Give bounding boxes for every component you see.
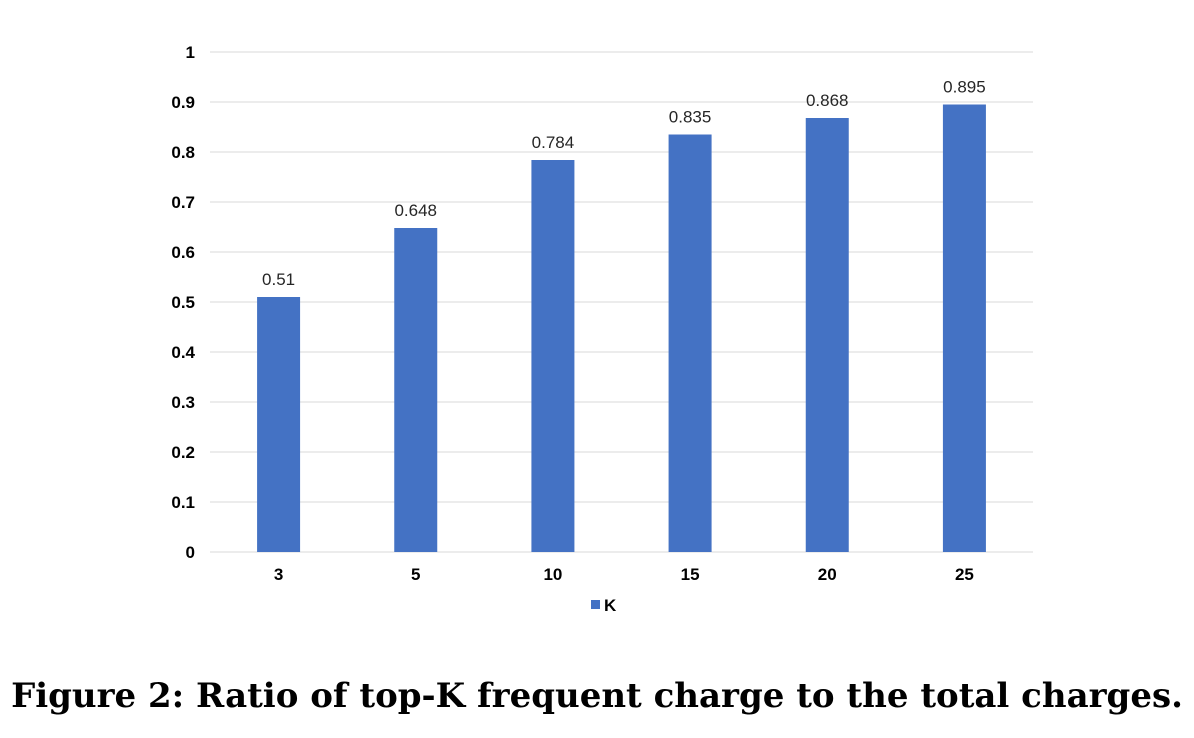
y-tick-label: 0.3 [171, 393, 195, 412]
x-axis-ticks: 3 5 10 15 20 25 [274, 565, 974, 584]
data-label: 0.835 [669, 108, 712, 127]
gridlines [210, 51, 1033, 553]
data-labels: 0.51 0.648 0.784 0.835 0.868 0.895 [262, 78, 986, 290]
data-label: 0.895 [943, 78, 986, 97]
bar [394, 228, 438, 552]
y-tick-label: 0.9 [171, 93, 195, 112]
x-tick-label: 20 [818, 565, 837, 584]
legend: K [591, 596, 617, 615]
data-label: 0.784 [532, 133, 575, 152]
y-tick-label: 1 [186, 43, 195, 62]
bar-chart: 00.10.20.30.40.50.60.70.80.91 0.510.6480… [171, 43, 1033, 615]
y-tick-label: 0.7 [171, 193, 195, 212]
legend-swatch [591, 600, 600, 609]
y-axis-ticks: 0 0.1 0.2 0.3 0.4 0.5 0.6 0.7 0.8 0.9 1 [171, 43, 195, 562]
figure-caption: Figure 2: Ratio of top-K frequent charge… [11, 676, 1183, 716]
bar [257, 297, 301, 552]
x-tick-label: 10 [543, 565, 562, 584]
y-tick-label: 0 [186, 543, 195, 562]
bar [805, 118, 849, 552]
x-tick-label: 25 [955, 565, 974, 584]
y-tick-label: 0.4 [171, 343, 195, 362]
x-tick-label: 15 [681, 565, 700, 584]
y-tick-label: 0.5 [171, 293, 195, 312]
y-tick-label: 0.2 [171, 443, 195, 462]
bars [257, 104, 986, 552]
legend-label: K [604, 596, 617, 615]
data-label: 0.648 [394, 201, 437, 220]
y-tick-label: 0.8 [171, 143, 195, 162]
data-label: 0.51 [262, 270, 295, 289]
y-tick-label: 0.6 [171, 243, 195, 262]
x-tick-label: 5 [411, 565, 420, 584]
bar [531, 160, 575, 552]
y-tick-label: 0.1 [171, 493, 195, 512]
x-tick-label: 3 [274, 565, 283, 584]
bar [668, 134, 712, 552]
bar [942, 104, 986, 552]
data-label: 0.868 [806, 91, 849, 110]
